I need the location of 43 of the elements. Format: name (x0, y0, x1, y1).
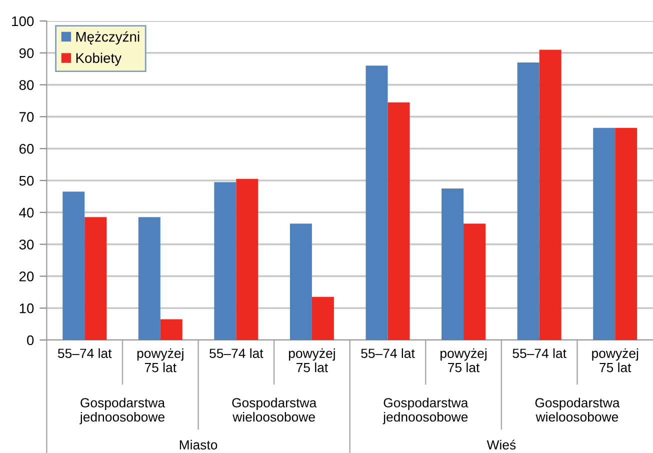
y-tick-label: 0 (27, 335, 34, 346)
bar (84, 217, 107, 340)
y-tick-label: 10 (20, 303, 34, 314)
x-tick-label: powyżej 75 lat (288, 348, 335, 372)
bar (517, 62, 540, 340)
x-tick-label: 55–74 lat (58, 348, 112, 358)
text: Gospodarstwa jednoosobowe (80, 398, 166, 424)
bar (615, 128, 638, 340)
y-tick-label: 30 (19, 240, 34, 250)
legend-label: Mężczyźni (76, 31, 140, 44)
text: Gospodarstwa wieloosobowe (535, 398, 620, 422)
bar (214, 182, 236, 340)
bar (388, 102, 410, 340)
x-tick-label: powyżej 75 lat (440, 348, 486, 372)
bar (290, 224, 312, 340)
text: Miasto (180, 440, 218, 450)
x-tick-label: powyżej 75 lat (137, 348, 184, 372)
bar (366, 66, 388, 340)
x-tick-label: 55–74 lat (210, 348, 264, 358)
y-tick-label: 100 (12, 16, 34, 26)
bar (62, 192, 85, 340)
bar (138, 217, 160, 340)
bar (236, 178, 258, 340)
bar (442, 188, 464, 340)
bar (539, 50, 562, 340)
bar (160, 319, 182, 340)
x-tick-label: 55–74 lat (512, 348, 566, 358)
y-tick-label: 70 (19, 112, 34, 122)
y-tick-label: 50 (19, 176, 34, 186)
text: Wieś (486, 440, 516, 450)
y-tick-label: 60 (19, 144, 34, 154)
text: Gospodarstwa wieloosobowe (232, 398, 317, 422)
y-tick-label: 80 (19, 80, 34, 90)
legend-label: Kobiety (76, 52, 122, 66)
bar (593, 128, 616, 340)
text: Gospodarstwa jednoosobowe (382, 398, 468, 424)
y-tick-label: 20 (19, 272, 34, 282)
bar (464, 224, 486, 340)
y-tick-label: 90 (19, 48, 34, 58)
x-tick-label: powyżej 75 lat (592, 348, 638, 372)
y-tick-label: 40 (19, 208, 34, 218)
x-tick-label: 55–74 lat (361, 348, 415, 358)
bar (312, 296, 334, 340)
